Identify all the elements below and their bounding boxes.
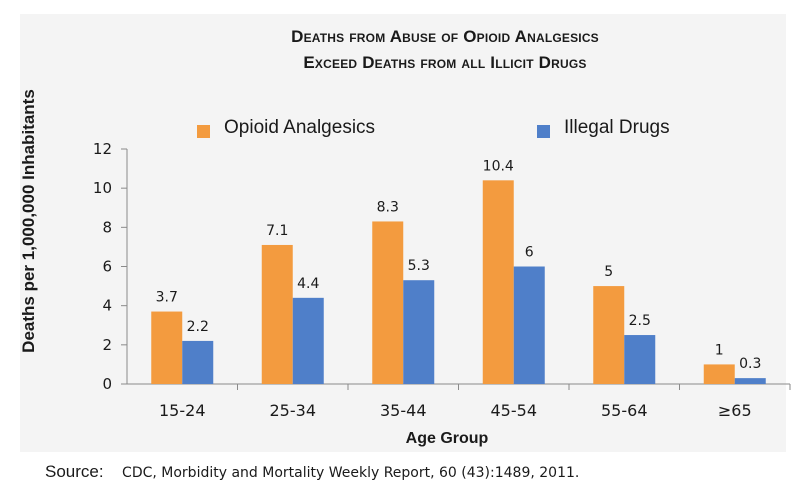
bar-value-label: 10.4	[483, 158, 514, 174]
y-tick-label: 8	[102, 218, 112, 236]
legend-entry-illegal-drugs: Illegal Drugs	[537, 117, 670, 139]
bar-illegal-drugs	[734, 378, 766, 384]
bar-opioid-analgesics	[482, 180, 514, 384]
chart-title-line-2: Exceed Deaths from all Illicit Drugs	[303, 53, 587, 72]
y-tick-label: 4	[102, 297, 112, 315]
bar-opioid-analgesics	[372, 221, 404, 384]
y-tick-label: 2	[102, 336, 112, 354]
y-tick-label: 0	[102, 375, 112, 393]
bar-opioid-analgesics	[151, 311, 183, 384]
legend-swatch-illegal-drugs	[537, 125, 550, 138]
source-label: Source:	[45, 462, 104, 481]
x-category-label: 55-64	[601, 401, 648, 420]
x-category-label: 25-34	[270, 401, 317, 420]
bar-value-label: 4.4	[297, 276, 319, 292]
x-category-label: 45-54	[491, 401, 538, 420]
bar-value-label: 8.3	[377, 199, 399, 215]
legend-label-illegal-drugs: Illegal Drugs	[564, 117, 670, 138]
source-citation: CDC, Morbidity and Mortality Weekly Repo…	[122, 465, 580, 481]
bar-value-label: 0.3	[739, 356, 761, 372]
bar-opioid-analgesics	[703, 364, 735, 384]
x-axis-label: Age Group	[405, 430, 489, 447]
bar-illegal-drugs	[513, 266, 545, 384]
bar-opioid-analgesics	[261, 244, 293, 384]
bar-value-label: 2.5	[629, 313, 651, 329]
y-tick-label: 12	[93, 140, 112, 158]
chart-title-line-1: Deaths from Abuse of Opioid Analgesics	[291, 27, 599, 46]
bar-illegal-drugs	[292, 297, 324, 384]
bar-value-label: 3.7	[156, 290, 178, 306]
bar-value-label: 5	[604, 264, 613, 280]
bar-illegal-drugs	[182, 340, 214, 384]
bar-opioid-analgesics	[593, 286, 625, 384]
bar-value-label: 6	[525, 245, 534, 261]
bar-value-label: 5.3	[408, 258, 430, 274]
bar-value-label: 1	[715, 342, 724, 358]
x-category-label: 35-44	[380, 401, 427, 420]
bar-value-label: 2.2	[187, 319, 209, 335]
bar-illegal-drugs	[624, 335, 656, 384]
bar-illegal-drugs	[403, 280, 435, 384]
bar-value-label: 7.1	[266, 223, 288, 239]
legend-entry-opioid-analgesics: Opioid Analgesics	[197, 117, 375, 139]
source-note: Source: CDC, Morbidity and Mortality Wee…	[45, 462, 579, 482]
x-category-label: 15-24	[159, 401, 206, 420]
legend-label-opioid-analgesics: Opioid Analgesics	[224, 117, 376, 138]
legend-swatch-opioid-analgesics	[197, 125, 210, 138]
x-category-label: ≥65	[718, 401, 752, 420]
y-tick-label: 6	[102, 258, 112, 276]
y-tick-label: 10	[93, 179, 112, 197]
